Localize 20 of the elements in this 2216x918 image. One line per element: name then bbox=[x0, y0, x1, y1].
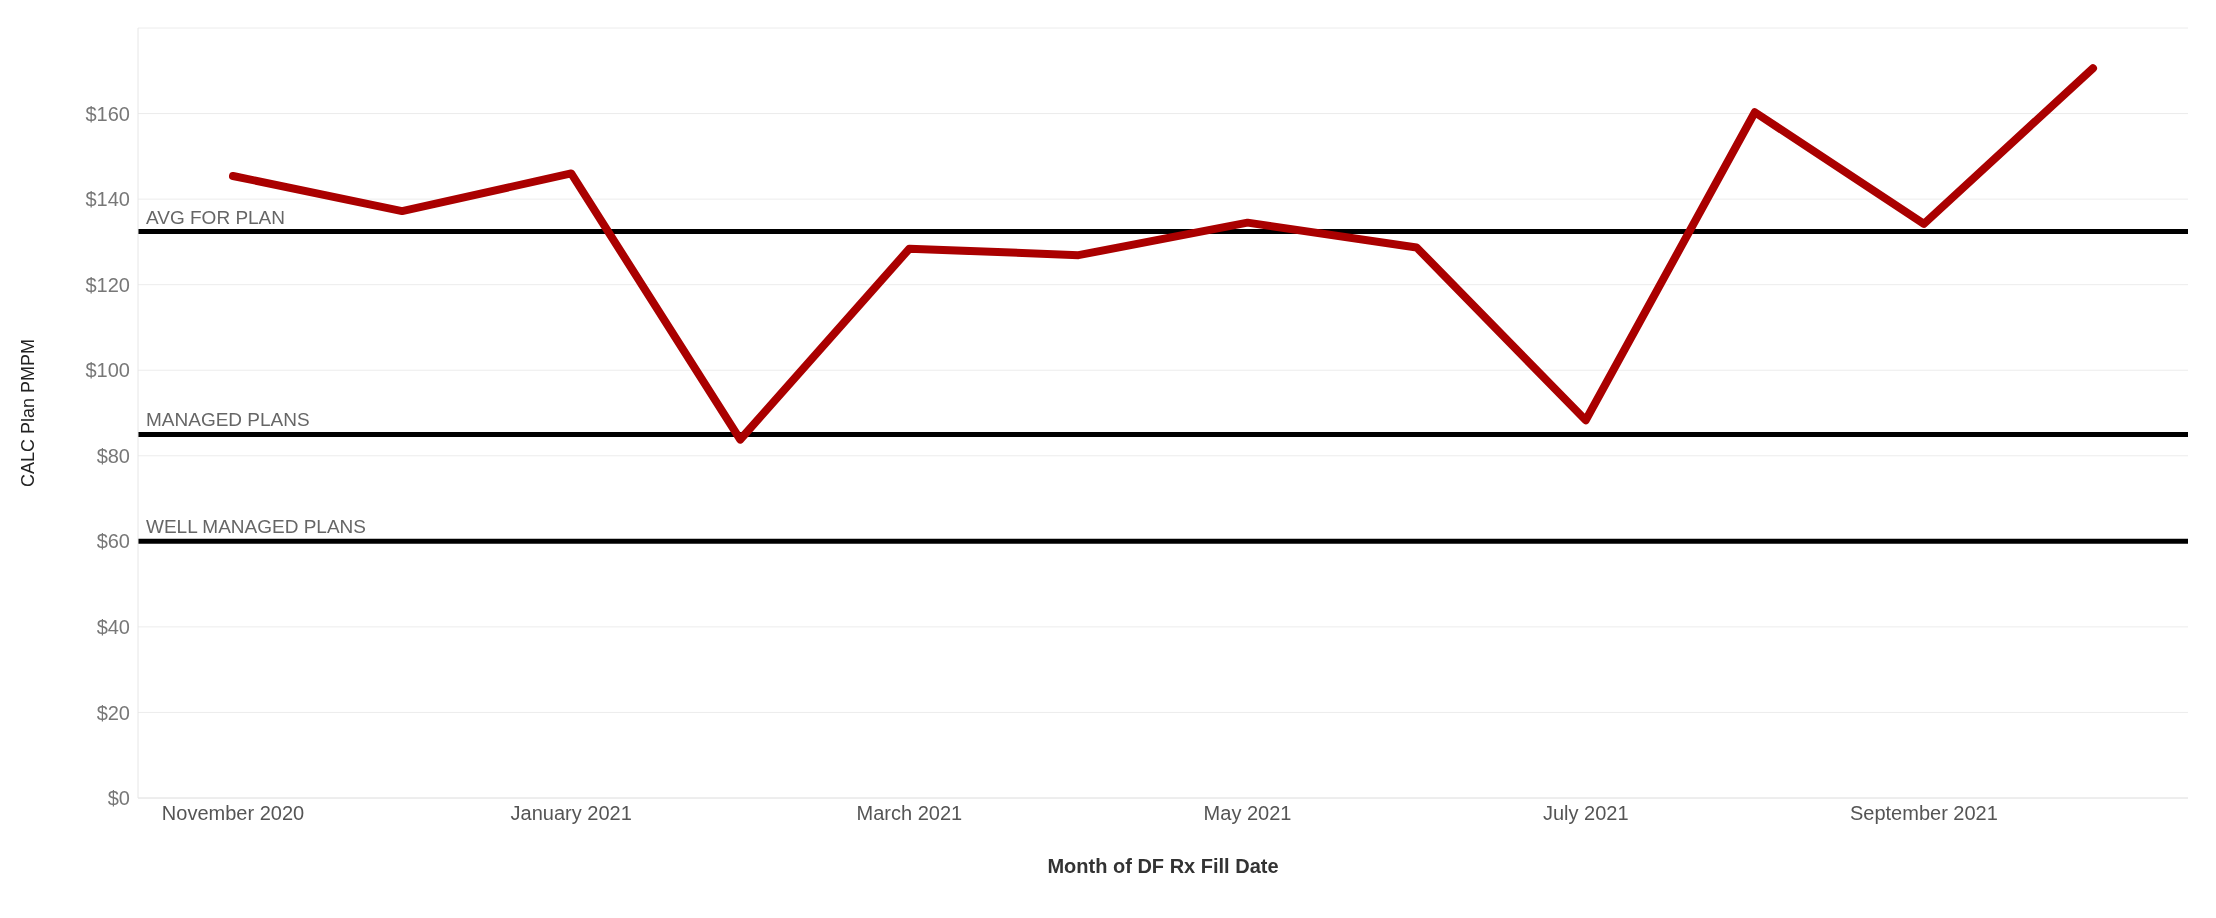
x-tick-label: May 2021 bbox=[1203, 802, 1292, 825]
x-tick-label: November 2020 bbox=[161, 802, 305, 825]
ref-line-label: WELL MANAGED PLANS bbox=[146, 516, 366, 538]
x-tick-label: September 2021 bbox=[1849, 802, 1998, 825]
y-tick-label: $120 bbox=[85, 273, 130, 296]
x-tick-label: July 2021 bbox=[1542, 802, 1629, 825]
y-tick-label: $20 bbox=[96, 701, 130, 724]
ref-line-label: MANAGED PLANS bbox=[146, 409, 310, 431]
x-axis-title: Month of DF Rx Fill Date bbox=[1047, 855, 1279, 877]
x-tick-label: March 2021 bbox=[856, 802, 963, 825]
x-tick-label: January 2021 bbox=[510, 802, 632, 825]
y-tick-label: $100 bbox=[85, 359, 130, 382]
y-axis-title: CALC Plan PMPM bbox=[18, 338, 39, 488]
y-tick-label: $140 bbox=[85, 188, 130, 211]
y-tick-label: $60 bbox=[96, 530, 130, 553]
ref-line-label: AVG FOR PLAN bbox=[146, 206, 286, 228]
y-tick-label: $40 bbox=[96, 615, 130, 638]
y-tick-label: $0 bbox=[107, 787, 130, 810]
y-tick-label: $80 bbox=[96, 444, 130, 467]
y-tick-label: $160 bbox=[85, 102, 130, 125]
